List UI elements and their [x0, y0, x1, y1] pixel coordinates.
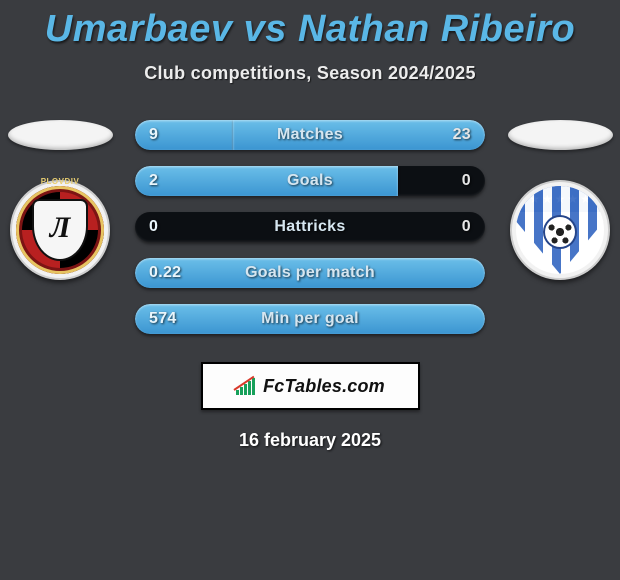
left-club-ribbon-text: PLOVDIV	[41, 177, 80, 186]
right-player-column: ★★★★★	[500, 120, 620, 280]
branding-box[interactable]: FcTables.com	[201, 362, 420, 410]
left-player-column: PLOVDIV Л	[0, 120, 120, 280]
left-club-shield: Л	[34, 201, 86, 259]
page-subtitle: Club competitions, Season 2024/2025	[0, 63, 620, 84]
fctables-logo-icon	[235, 377, 257, 395]
left-club-letter: Л	[50, 213, 71, 243]
stat-row: 0Hattricks0	[135, 212, 485, 242]
stat-row: 574Min per goal	[135, 304, 485, 334]
stat-label: Matches	[135, 120, 485, 150]
left-player-ellipse	[8, 120, 113, 150]
right-club-badge: ★★★★★	[510, 180, 610, 280]
stat-row: 0.22Goals per match	[135, 258, 485, 288]
stat-label: Goals per match	[135, 258, 485, 288]
stat-value-right: 0	[462, 212, 471, 242]
comparison-date: 16 february 2025	[0, 430, 620, 451]
right-player-ellipse	[508, 120, 613, 150]
stat-value-right: 0	[462, 166, 471, 196]
stat-row: 2Goals0	[135, 166, 485, 196]
content-area: PLOVDIV Л ★★★★★ 9Matches232Goals00	[0, 120, 620, 451]
stats-bars: 9Matches232Goals00Hattricks00.22Goals pe…	[135, 120, 485, 334]
stat-label: Goals	[135, 166, 485, 196]
left-club-crest: PLOVDIV Л	[16, 186, 104, 274]
stat-value-right: 23	[453, 120, 471, 150]
right-club-ball-icon	[545, 217, 575, 247]
page-title: Umarbaev vs Nathan Ribeiro	[0, 0, 620, 51]
stat-row: 9Matches23	[135, 120, 485, 150]
left-club-badge: PLOVDIV Л	[10, 180, 110, 280]
stat-label: Min per goal	[135, 304, 485, 334]
comparison-card: Umarbaev vs Nathan Ribeiro Club competit…	[0, 0, 620, 580]
stat-label: Hattricks	[135, 212, 485, 242]
branding-text: FcTables.com	[263, 376, 385, 397]
right-club-crest: ★★★★★	[516, 186, 604, 274]
